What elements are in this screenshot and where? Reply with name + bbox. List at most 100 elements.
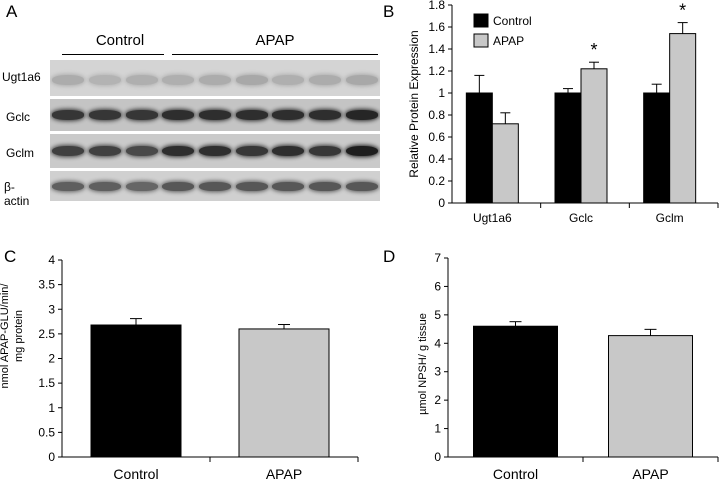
blot-band [198, 181, 232, 191]
blot-band [235, 145, 268, 157]
blot-band [162, 181, 195, 191]
significance-marker: * [590, 40, 597, 60]
legend-swatch-control [473, 13, 489, 28]
blot-group-line-apap [172, 54, 378, 55]
blot-band [162, 145, 195, 157]
panel-label-d: D [383, 247, 396, 266]
y-tick-label: 1.6 [428, 20, 445, 34]
y-tick-label: 3 [48, 302, 55, 316]
chart-d-group: 0 1 2 3 4 5 6 7 Control APAP µmol NPSH/ g tissue [417, 251, 719, 482]
blot-band [345, 145, 378, 157]
blot-band [125, 181, 158, 191]
chart-c-group: 0 0.5 1 1.5 2 2.5 3 3.5 4 Control APAP nmol APAP-GL… [0, 253, 359, 482]
x-tick-label: Gclc [569, 211, 593, 225]
bar-apap [238, 328, 330, 458]
blot-strip-ugt1a6 [50, 60, 380, 96]
y-tick-label: 1.8 [428, 0, 445, 12]
blot-band [52, 74, 85, 86]
blot-strip-beta-actin [50, 171, 380, 201]
y-tick-label: 0 [48, 450, 55, 464]
blot-group-label-apap: APAP [255, 32, 295, 49]
x-tick-label: APAP [266, 466, 302, 482]
blot-band [198, 110, 232, 120]
y-tick-label: 0.8 [428, 108, 445, 122]
y-axis-title: µmol NPSH/ g tissue [417, 313, 429, 415]
significance-marker: * [679, 1, 686, 21]
blot-band [272, 181, 305, 191]
bar-apap [608, 335, 693, 458]
blot-band [125, 110, 158, 120]
bar-control-ugt1a6 [465, 92, 493, 204]
x-tick-label: APAP [632, 466, 668, 482]
x-tick-label: Gclm [656, 211, 684, 225]
blot-band [162, 74, 195, 86]
blot-band [345, 74, 378, 86]
y-axis-title: mg protein [13, 310, 25, 362]
y-tick-label: 1.5 [38, 376, 55, 390]
blot-band [198, 74, 232, 86]
legend-swatch-apap [473, 33, 489, 48]
y-tick-label: 2 [434, 393, 441, 407]
y-tick-label: 2.5 [38, 327, 55, 341]
blot-row-label-gclm: Gclm [6, 146, 34, 160]
blot-band [52, 110, 85, 120]
x-tick-label: Ugt1a6 [473, 211, 512, 225]
panel-label-c: C [4, 247, 17, 266]
y-tick-label: 0.2 [428, 174, 445, 188]
x-tick-label: Control [493, 466, 538, 482]
bar-control-gclm [643, 92, 671, 204]
blot-band [88, 145, 122, 157]
blot-band [272, 145, 305, 157]
y-tick-label: 1 [434, 422, 441, 436]
y-tick-label: 0 [434, 450, 441, 464]
blot-row-label-ugt1a6: Ugt1a6 [2, 70, 41, 84]
blot-group-label-control: Control [95, 32, 145, 49]
blot-band [345, 181, 378, 191]
bar-control [90, 324, 182, 458]
y-tick-label: 0.4 [428, 152, 445, 166]
y-axis-title: nmol APAP-GLU/min/ [0, 283, 11, 389]
blot-band [235, 74, 268, 86]
blot-band [308, 74, 342, 86]
blot-band [308, 110, 342, 120]
blot-band [52, 145, 85, 157]
y-tick-label: 6 [434, 279, 441, 293]
blot-group-line-control [62, 54, 164, 55]
blot-band [88, 181, 122, 191]
y-tick-label: 7 [434, 251, 441, 265]
bar-apap-gclc [580, 68, 608, 204]
y-tick-label: 4 [48, 253, 55, 267]
blot-band [198, 145, 232, 157]
panel-label-b: B [383, 2, 395, 21]
y-tick-label: 5 [434, 308, 441, 322]
y-tick-label: 4 [434, 336, 441, 350]
blot-band [52, 181, 85, 191]
blot-band [345, 110, 378, 120]
chart-b-group: 0 0.2 0.4 0.6 0.8 1 1.2 1.4 1.6 1.8 Ugt1a6 Gclc * Gcl… [407, 0, 719, 225]
blot-band [88, 110, 122, 120]
blot-row-label-gclc: Gclc [6, 110, 30, 124]
x-tick-label: Control [113, 466, 158, 482]
blot-band [272, 74, 305, 86]
y-tick-label: 1.2 [428, 64, 445, 78]
blot-band [125, 145, 158, 157]
legend-label-control: Control [493, 14, 532, 28]
blot-band [235, 181, 268, 191]
y-tick-label: 1.4 [428, 42, 445, 56]
blot-band [308, 181, 342, 191]
y-tick-label: 1 [48, 401, 55, 415]
bar-control [473, 325, 558, 458]
blot-strip-gclm [50, 134, 380, 168]
blot-band [125, 74, 158, 86]
y-tick-label: 0 [438, 196, 445, 210]
blot-band [88, 74, 122, 86]
bar-apap-gclm [669, 33, 697, 204]
blot-strip-gclc [50, 99, 380, 131]
blot-band [308, 145, 342, 157]
y-axis-title: Relative Protein Expression [407, 30, 421, 177]
y-tick-label: 3 [434, 365, 441, 379]
y-tick-label: 3.5 [38, 278, 55, 292]
legend-label-apap: APAP [493, 34, 524, 48]
y-tick-label: 1 [438, 86, 445, 100]
